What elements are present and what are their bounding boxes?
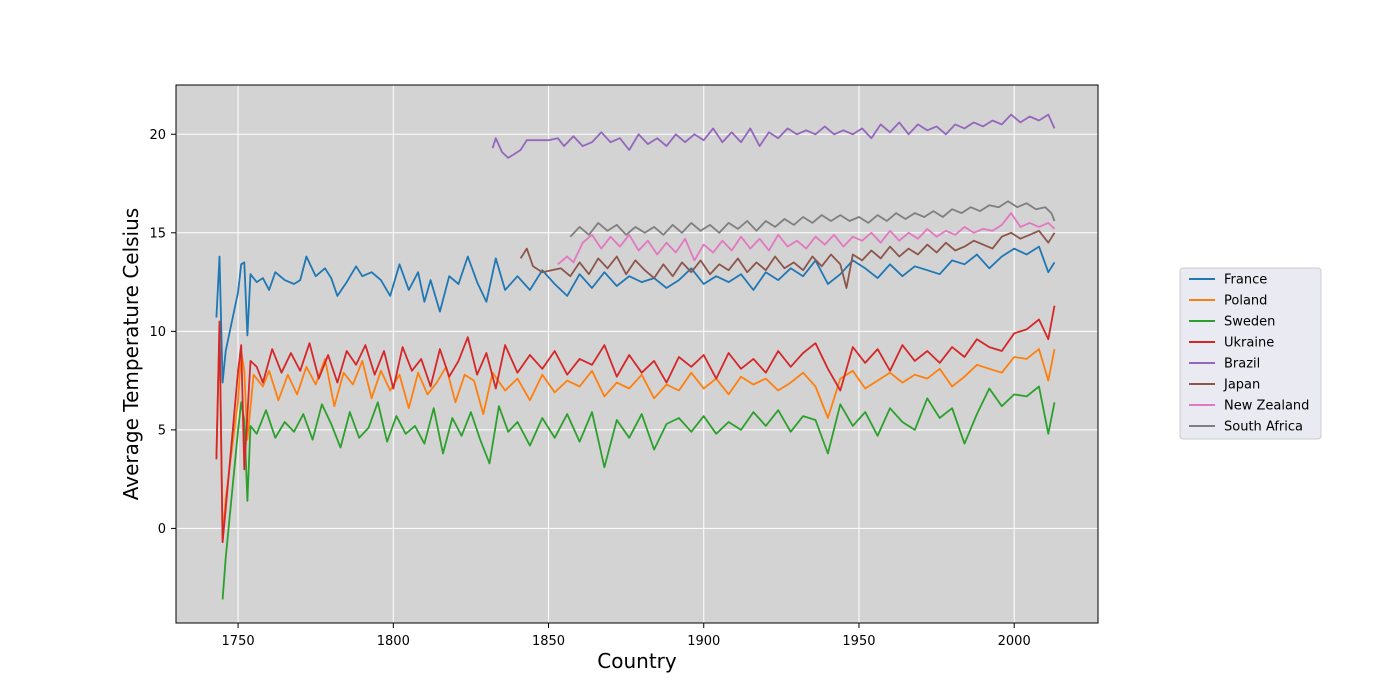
legend-label-poland: Poland xyxy=(1224,294,1267,309)
legend-label-france: France xyxy=(1224,273,1267,288)
legend-label-brazil: Brazil xyxy=(1224,357,1260,372)
x-axis-ticks: 1750 1800 1850 1900 1950 2000 xyxy=(222,623,1031,649)
legend-label-south-africa: South Africa xyxy=(1224,420,1303,435)
series-line-brazil xyxy=(491,113,1056,159)
legend-label-sweden: Sweden xyxy=(1224,315,1275,330)
legend: France Poland Sweden Ukraine Brazil Japan New … xyxy=(1179,267,1322,440)
series-line-ukraine xyxy=(215,305,1056,544)
y-tick-label: 20 xyxy=(149,128,166,143)
series-line-sweden xyxy=(221,385,1056,600)
x-axis-label: Country xyxy=(597,649,677,673)
x-tick-label: 1750 xyxy=(222,634,255,649)
series-line-poland xyxy=(215,326,1056,542)
series-line-south-africa xyxy=(569,200,1056,238)
series-line-japan xyxy=(519,229,1056,289)
series-lines xyxy=(215,113,1056,600)
y-tick-label: 10 xyxy=(149,325,166,340)
x-tick-label: 1900 xyxy=(687,634,720,649)
series-line-new-zealand xyxy=(557,212,1056,265)
x-tick-label: 1800 xyxy=(377,634,410,649)
x-tick-label: 1850 xyxy=(532,634,565,649)
y-tick-label: 5 xyxy=(158,423,166,438)
plot-frame xyxy=(175,84,1099,624)
legend-box xyxy=(1179,267,1322,440)
y-tick-label: 15 xyxy=(149,226,166,241)
series-line-france xyxy=(215,245,1056,384)
x-tick-label: 2000 xyxy=(998,634,1031,649)
y-tick-label: 0 xyxy=(158,522,166,537)
legend-label-ukraine: Ukraine xyxy=(1224,336,1274,351)
legend-label-japan: Japan xyxy=(1223,378,1260,393)
x-tick-label: 1950 xyxy=(842,634,875,649)
y-axis-ticks: 0 5 10 15 20 xyxy=(149,128,176,537)
plot-background xyxy=(176,85,1098,623)
legend-label-new-zealand: New Zealand xyxy=(1224,399,1309,414)
y-axis-label: Average Temperature Celsius xyxy=(119,208,143,500)
